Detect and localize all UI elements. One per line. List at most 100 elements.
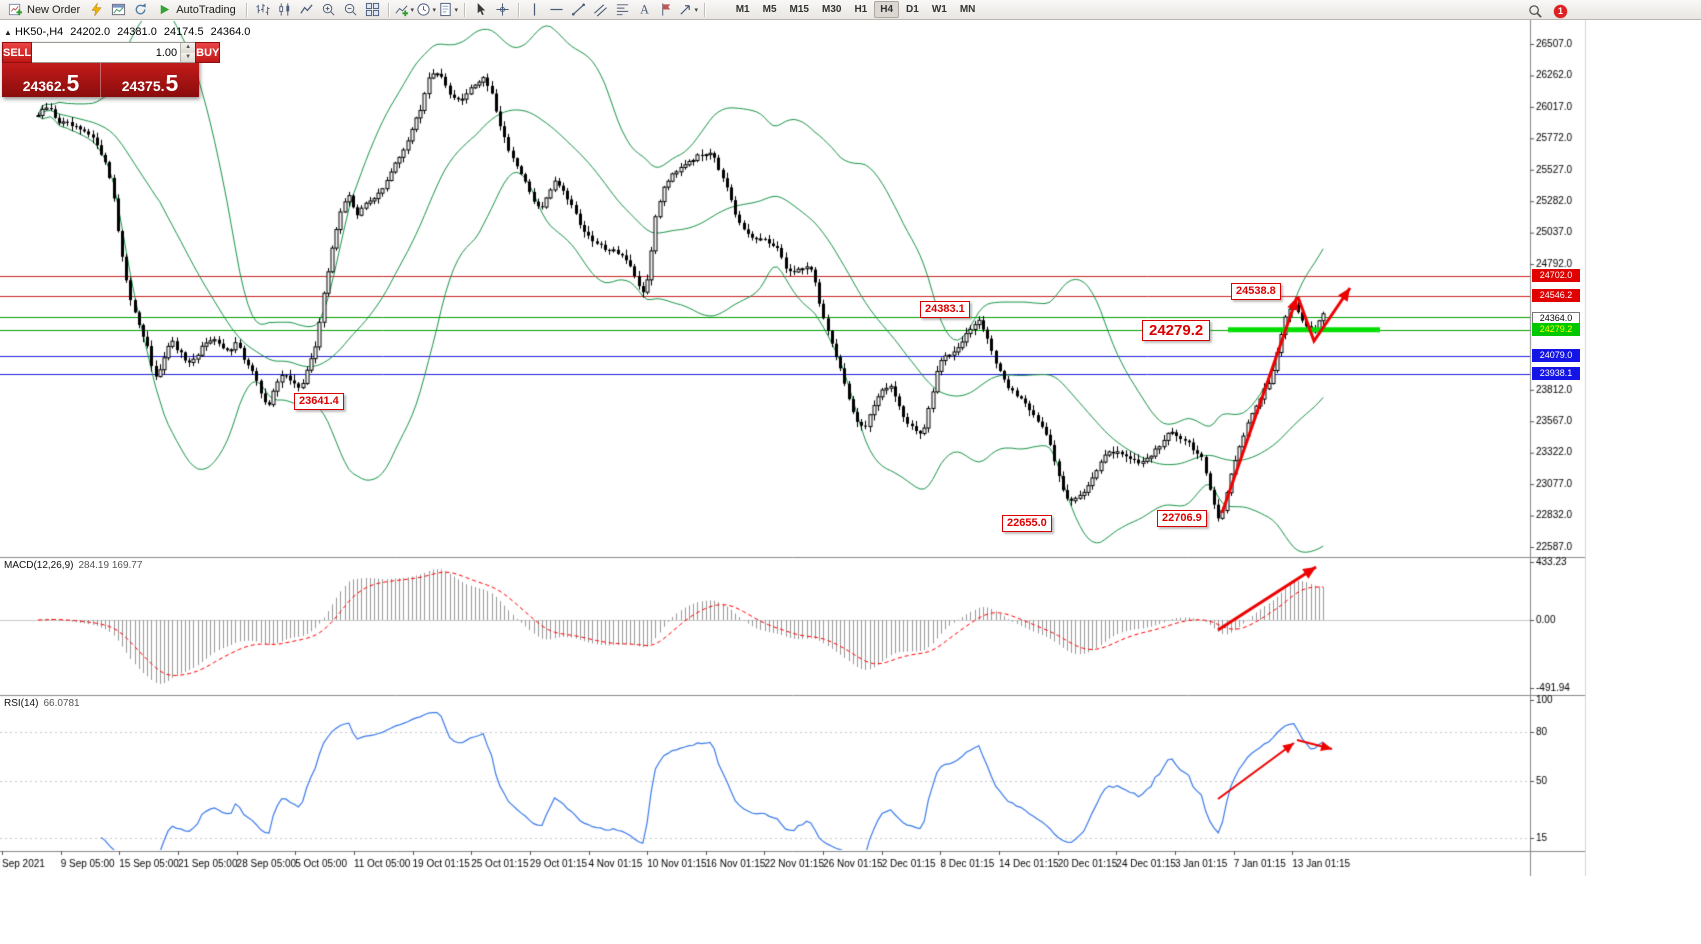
- main-toolbar: New Order AutoTrading ▾ ▾ ▾ A ▾: [0, 0, 1701, 20]
- refresh-icon: [135, 3, 146, 15]
- macd-indicator-label: MACD(12,26,9) 284.19 169.77: [4, 560, 142, 571]
- tile-windows-button[interactable]: [362, 1, 383, 19]
- ohlc-close: 24364.0: [210, 26, 251, 38]
- template-icon: [440, 2, 452, 17]
- volume-input[interactable]: [32, 43, 181, 62]
- periods-menu-button[interactable]: ▾: [416, 1, 437, 19]
- buy-price-small: 24375.: [121, 78, 165, 94]
- timeframe-d1[interactable]: D1: [906, 4, 919, 15]
- volume-up-button[interactable]: ▲: [181, 43, 196, 53]
- cursor-tool-button[interactable]: [470, 1, 491, 19]
- chevron-down-icon: ▾: [454, 6, 458, 14]
- timeframe-m15[interactable]: M15: [789, 4, 809, 15]
- new-order-button[interactable]: New Order: [3, 1, 85, 19]
- zoom-in-button[interactable]: [318, 1, 339, 19]
- price-annotation[interactable]: 24279.2: [1142, 320, 1211, 341]
- channel-icon: [593, 4, 607, 17]
- arrows-tool-button[interactable]: ▾: [678, 1, 699, 19]
- clock-icon: [417, 3, 431, 16]
- chart-window-button[interactable]: [108, 1, 129, 19]
- crosshair-tool-button[interactable]: [492, 1, 513, 19]
- price-annotation[interactable]: 24383.1: [920, 301, 970, 318]
- sell-price[interactable]: 24362. 5: [2, 63, 101, 97]
- fibonacci-tool-button[interactable]: [612, 1, 633, 19]
- toolbar-separator: [703, 2, 705, 17]
- horizontal-line-icon: [550, 8, 563, 11]
- chevron-down-icon: ▾: [432, 6, 436, 14]
- indicators-menu-button[interactable]: ▾: [394, 1, 415, 19]
- timeframe-w1[interactable]: W1: [931, 4, 947, 15]
- macd-title: MACD(12,26,9): [4, 560, 74, 571]
- one-click-trading-panel: SELL ▲ ▼ BUY 24362. 5 24375. 5: [2, 42, 221, 97]
- zoom-out-button[interactable]: [340, 1, 361, 19]
- rsi-indicator-label: RSI(14) 66.0781: [4, 698, 80, 709]
- equidistant-channel-tool-button[interactable]: [590, 1, 611, 19]
- vertical-line-tool-button[interactable]: [524, 1, 545, 19]
- crosshair-icon: [496, 3, 509, 16]
- chevron-down-icon: ▾: [694, 6, 698, 14]
- notification-badge[interactable]: 1: [1554, 4, 1567, 18]
- horizontal-line-tool-button[interactable]: [546, 1, 567, 19]
- ohlc-high: 24381.0: [117, 26, 157, 38]
- symbol-name: HK50-,H4: [15, 26, 64, 38]
- timeframe-mn[interactable]: MN: [959, 4, 976, 15]
- buy-price[interactable]: 24375. 5: [101, 63, 199, 97]
- refresh-button[interactable]: [130, 1, 151, 19]
- price-annotation[interactable]: 24538.8: [1231, 283, 1281, 300]
- tile-windows-icon: [365, 2, 379, 17]
- label-flag-icon: [662, 3, 670, 16]
- price-axis-flag: 24279.2: [1532, 323, 1580, 337]
- rsi-title: RSI(14): [4, 698, 39, 709]
- volume-spinner: ▲ ▼: [180, 43, 196, 62]
- macd-values: 284.19 169.77: [78, 560, 143, 571]
- candlestick-icon: [279, 3, 289, 16]
- new-order-icon: [8, 3, 23, 16]
- search-button[interactable]: [1525, 2, 1546, 20]
- trendline-tool-button[interactable]: [568, 1, 589, 19]
- autotrading-play-icon: [160, 4, 170, 15]
- price-annotation[interactable]: 22655.0: [1002, 515, 1052, 532]
- text-tool-button[interactable]: A: [634, 1, 655, 19]
- autotrading-button[interactable]: AutoTrading: [152, 1, 241, 19]
- timeframe-m30[interactable]: M30: [821, 4, 842, 15]
- trendline-icon: [571, 3, 585, 16]
- ohlc-open: 24202.0: [70, 26, 111, 38]
- new-order-label: New Order: [27, 3, 81, 16]
- search-icon: [1529, 4, 1542, 18]
- volume-down-button[interactable]: ▼: [181, 52, 196, 62]
- templates-menu-button[interactable]: ▾: [438, 1, 459, 19]
- timeframe-m5[interactable]: M5: [762, 4, 777, 15]
- price-annotation[interactable]: 22706.9: [1157, 510, 1207, 527]
- volume-box: ▲ ▼: [32, 42, 196, 63]
- timeframe-m1[interactable]: M1: [735, 4, 750, 15]
- line-chart-mode-button[interactable]: [296, 1, 317, 19]
- timeframe-h1[interactable]: H1: [854, 4, 868, 15]
- text-tool-icon: A: [640, 3, 649, 17]
- indicators-icon: [395, 5, 409, 17]
- buy-button[interactable]: BUY: [195, 42, 221, 63]
- arrow-tool-icon: [680, 5, 691, 15]
- autotrading-label: AutoTrading: [176, 3, 236, 16]
- bar-chart-mode-button[interactable]: [252, 1, 273, 19]
- symbol-info-bar: HK50-,H4 24202.0 24381.0 24174.5 24364.0: [15, 26, 250, 38]
- one-click-collapse-icon[interactable]: ▲: [4, 28, 12, 37]
- price-annotation[interactable]: 23641.4: [294, 393, 344, 410]
- price-axis-flag: 23938.1: [1532, 367, 1580, 381]
- fibonacci-icon: [616, 4, 628, 16]
- timeframe-h4[interactable]: H4: [874, 1, 900, 18]
- price-axis-flag: 24546.2: [1532, 289, 1580, 303]
- sell-price-small: 24362.: [22, 78, 66, 94]
- lightning-icon: [91, 2, 102, 17]
- zoom-out-icon: [344, 3, 357, 16]
- vertical-line-icon: [533, 3, 535, 16]
- buy-price-big: 5: [165, 70, 179, 96]
- lightning-button[interactable]: [86, 1, 107, 19]
- label-tool-button[interactable]: [656, 1, 677, 19]
- sell-button[interactable]: SELL: [2, 42, 33, 63]
- toolbar-separator: [245, 2, 247, 17]
- candlestick-mode-button[interactable]: [274, 1, 295, 19]
- chart-window-icon: [112, 3, 126, 16]
- line-chart-icon: [300, 4, 313, 14]
